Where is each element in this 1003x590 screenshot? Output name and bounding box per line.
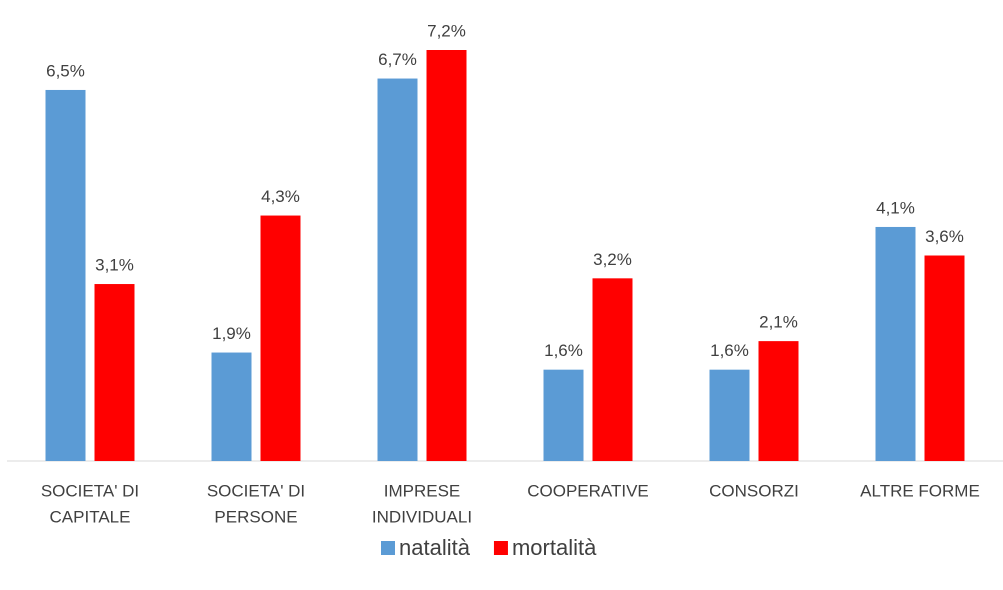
bar [426,50,467,461]
value-label: 7,2% [427,21,466,40]
x-tick-label: SOCIETA' DI [41,481,139,500]
x-tick-label: ALTRE FORME [860,481,980,500]
value-label: 4,3% [261,187,300,206]
x-tick-label: SOCIETA' DI [207,481,305,500]
bar [543,369,584,461]
value-label: 1,6% [710,341,749,360]
bar [45,89,86,461]
x-tick-label: INDIVIDUALI [372,507,472,526]
value-label: 3,6% [925,227,964,246]
bar [924,255,965,461]
value-label: 3,2% [593,250,632,269]
bar [875,226,916,461]
bar [211,352,252,461]
x-tick-label: COOPERATIVE [527,481,649,500]
value-label: 3,1% [95,256,134,275]
legend-label: mortalità [512,535,597,560]
x-tick-label: CONSORZI [709,481,799,500]
value-label: 1,9% [212,324,251,343]
bar [94,284,135,461]
x-tick-label: CAPITALE [50,507,131,526]
value-label: 4,1% [876,198,915,217]
bar [758,341,799,461]
value-label: 1,6% [544,341,583,360]
legend-label: natalità [399,535,471,560]
bar [592,278,633,461]
value-label: 6,7% [378,50,417,69]
value-label: 6,5% [46,61,85,80]
bar [260,215,301,461]
legend-swatch [381,541,395,555]
x-tick-label: IMPRESE [384,481,461,500]
value-label: 2,1% [759,313,798,332]
legend-swatch [493,541,508,555]
x-tick-label: PERSONE [214,507,297,526]
bar [709,369,750,461]
bar [377,78,418,462]
